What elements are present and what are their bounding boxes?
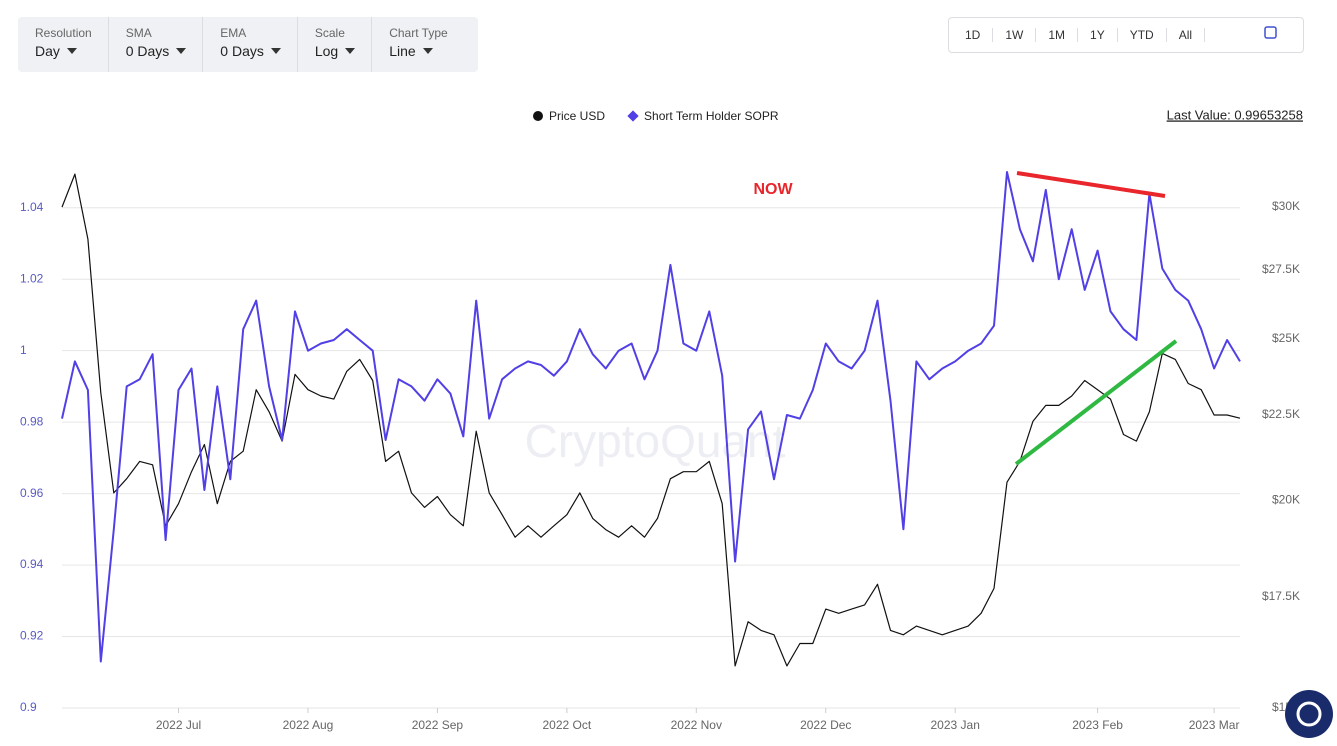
calendar-icon[interactable] [1264, 26, 1277, 39]
dropdown-label: Scale [314, 26, 345, 40]
dropdown-value: Day [35, 43, 92, 59]
trend-line [1016, 171, 1166, 198]
y2-tick-label: $17.5K [1262, 589, 1300, 603]
chat-button[interactable] [1285, 690, 1333, 738]
toolbar: Resolution Day SMA 0 Days EMA 0 Days Scale Log C… [18, 17, 478, 72]
x-tick-label: 2022 Dec [800, 718, 851, 732]
y2-tick-label: $22.5K [1262, 407, 1300, 421]
chat-icon [1296, 701, 1322, 727]
x-tick-label: 2023 Mar [1189, 718, 1240, 732]
dropdown[interactable]: Resolution Day [18, 17, 109, 72]
y-tick-label: 1.04 [20, 200, 44, 214]
y-tick-label: 0.92 [20, 629, 44, 643]
dropdown-value: 0 Days [126, 43, 187, 59]
y-tick-label: 0.96 [20, 486, 44, 500]
dropdown-label: EMA [220, 26, 247, 40]
dropdown-label: SMA [125, 26, 152, 40]
last-value: Last Value: 0.99653258 [1167, 107, 1303, 122]
dropdown[interactable]: EMA 0 Days [203, 17, 298, 72]
y-tick-label: 0.98 [20, 414, 44, 428]
legend-label: Price USD [549, 109, 605, 123]
y-tick-label: 0.94 [20, 557, 44, 571]
dropdown-label: Chart Type [389, 26, 448, 40]
range-button[interactable]: 1Y [1078, 28, 1118, 42]
series-line [61, 171, 1241, 663]
y2-tick-label: $25K [1272, 331, 1300, 345]
y2-tick-label: $20K [1272, 492, 1300, 506]
x-tick-label: 2022 Oct [543, 718, 592, 732]
trend-line [1014, 339, 1178, 466]
x-tick-label: 2022 Sep [412, 718, 464, 732]
range-button[interactable]: 1D [949, 28, 994, 42]
y-tick-label: 1.02 [20, 271, 44, 285]
legend-marker [533, 111, 543, 121]
y-tick-label: 1 [20, 343, 27, 357]
range-selector: 1D 1W 1M 1Y YTD All [948, 17, 1304, 53]
x-tick-label: 2023 Jan [931, 718, 980, 732]
dropdown[interactable]: SMA 0 Days [109, 17, 204, 72]
y-tick-label: 0.9 [20, 700, 37, 714]
range-button[interactable]: YTD [1118, 28, 1167, 42]
x-tick-label: 2022 Aug [283, 718, 334, 732]
dropdown-label: Resolution [35, 26, 92, 40]
x-tick-label: 2023 Feb [1072, 718, 1123, 732]
dropdown[interactable]: Chart Type Line [372, 17, 463, 72]
series-line [61, 173, 1241, 667]
legend-marker [627, 110, 639, 122]
annotation: NOW [753, 181, 793, 198]
range-button[interactable]: All [1167, 28, 1206, 42]
x-tick-label: 2022 Nov [671, 718, 722, 732]
dropdown-value: Line [389, 43, 447, 59]
range-button[interactable]: 1W [993, 28, 1037, 42]
range-button[interactable]: 1M [1036, 28, 1079, 42]
y2-tick-label: $27.5K [1262, 262, 1300, 276]
x-tick-label: 2022 Jul [156, 718, 201, 732]
dropdown-value: 0 Days [220, 43, 281, 59]
dropdown[interactable]: Scale Log [298, 17, 373, 72]
legend-label: Short Term Holder SOPR [644, 109, 779, 123]
watermark: CryptoQuant [525, 415, 786, 467]
dropdown-value: Log [315, 43, 355, 59]
y2-tick-label: $30K [1272, 199, 1300, 213]
